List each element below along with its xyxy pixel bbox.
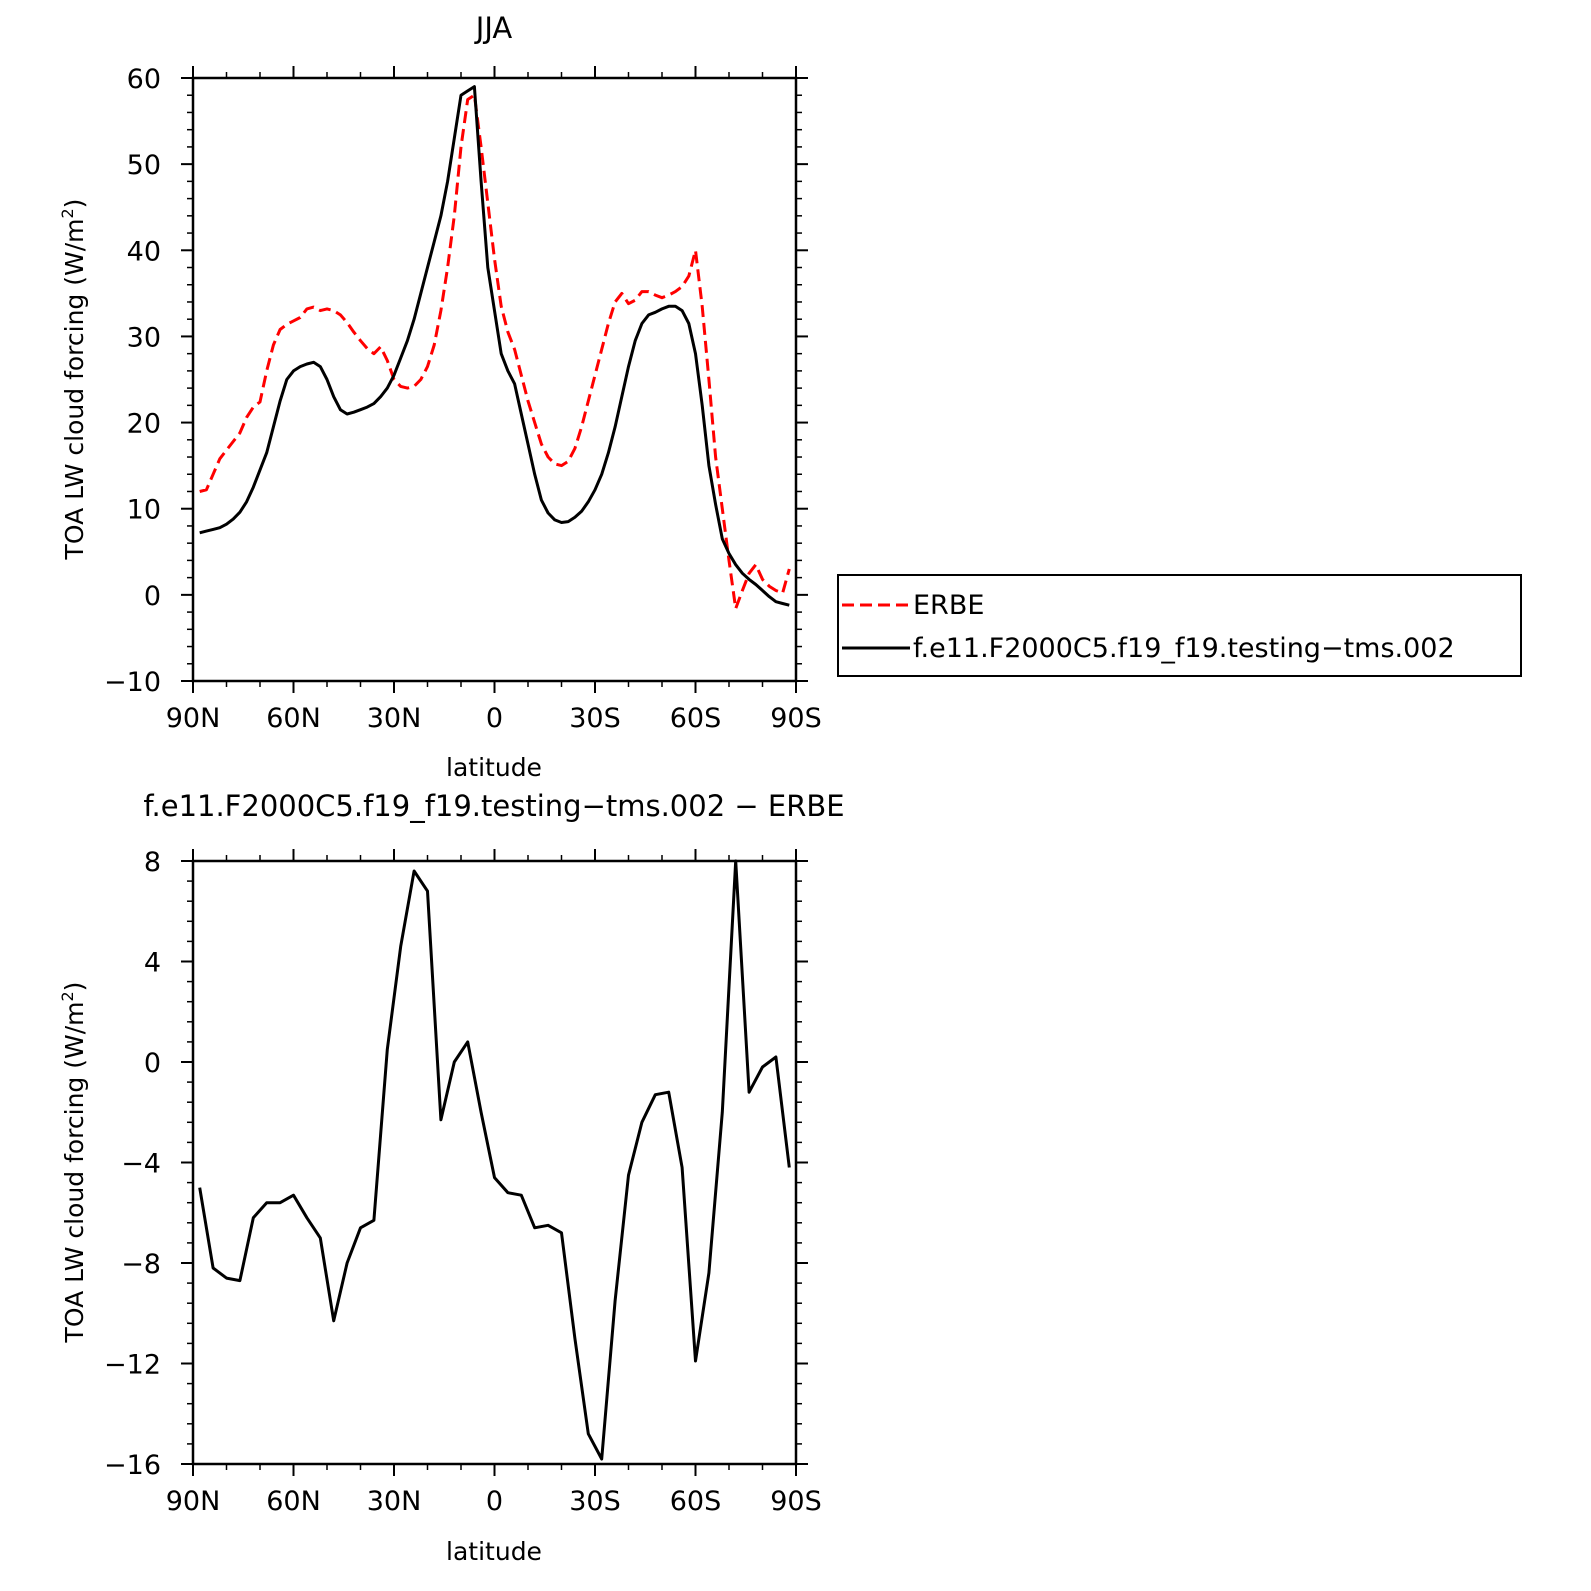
bot-x-tick-label: 30N — [367, 1486, 422, 1517]
top-x-axis-label: latitude — [446, 753, 542, 782]
bot-x-tick-label: 30S — [569, 1486, 621, 1517]
top-series-line-erbe — [199, 93, 791, 611]
top-chart-title: JJA — [474, 11, 513, 45]
bottom-y-axis-label-main: TOA LW cloud forcing (W/m — [60, 1002, 89, 1344]
top-x-tick-label: 0 — [486, 703, 503, 734]
top-series-line-model — [199, 85, 790, 607]
top-y-tick-label: 0 — [144, 581, 161, 612]
bottom-x-axis-label: latitude — [446, 1537, 542, 1566]
bot-x-tick-label: 0 — [486, 1486, 503, 1517]
top-y-tick-label: 10 — [127, 495, 161, 526]
top-x-tick-label: 90S — [770, 703, 822, 734]
top-x-tick-label: 60N — [266, 703, 321, 734]
top-x-tick-label: 90N — [166, 703, 221, 734]
bot-y-tick-label: −16 — [104, 1450, 161, 1481]
top-y-tick-label: 30 — [127, 322, 161, 353]
top-y-axis-label: TOA LW cloud forcing (W/m2) — [58, 199, 89, 561]
bot-x-tick-label: 60N — [266, 1486, 321, 1517]
bottom-series-lines — [198, 859, 791, 1461]
bot-x-tick-label: 60S — [670, 1486, 722, 1517]
bottom-y-axis-label: TOA LW cloud forcing (W/m2) — [58, 982, 89, 1344]
bottom-y-tick-labels: −16 −12 −8 −4 0 4 8 — [104, 847, 161, 1481]
top-y-axis-label-main: TOA LW cloud forcing (W/m — [60, 219, 89, 561]
top-y-tick-labels: −10 0 10 20 30 40 50 60 — [104, 64, 161, 698]
top-y-tick-label: −10 — [104, 667, 161, 698]
top-y-tick-label: 50 — [127, 150, 161, 181]
top-x-tick-label: 60S — [670, 703, 722, 734]
top-x-tick-label: 30N — [367, 703, 422, 734]
bottom-plot-frame — [191, 859, 798, 1466]
top-y-axis-label-sup: 2 — [58, 208, 77, 218]
bottom-chart-title: f.e11.F2000C5.f19_f19.testing−tms.002 − … — [143, 789, 844, 823]
bot-y-tick-label: −12 — [104, 1350, 161, 1381]
top-plot-frame — [191, 76, 798, 683]
legend-model-label: f.e11.F2000C5.f19_f19.testing−tms.002 — [913, 633, 1455, 664]
bottom-y-axis-label-tail: ) — [60, 982, 89, 992]
top-x-tick-labels: 90N 60N 30N 0 30S 60S 90S — [166, 703, 822, 734]
top-y-axis-label-tail: ) — [60, 199, 89, 209]
top-x-tick-label: 30S — [569, 703, 621, 734]
bot-y-tick-label: −4 — [121, 1149, 161, 1180]
top-tick-marks — [181, 66, 808, 693]
top-series-lines — [199, 85, 791, 611]
bottom-y-axis-label-sup: 2 — [58, 991, 77, 1001]
top-y-tick-label: 60 — [127, 64, 161, 95]
bot-y-tick-label: 8 — [144, 847, 161, 878]
bot-y-tick-label: 4 — [144, 948, 161, 979]
bot-y-tick-label: 0 — [144, 1048, 161, 1079]
bottom-x-tick-labels: 90N 60N 30N 0 30S 60S 90S — [166, 1486, 822, 1517]
top-y-tick-label: 40 — [127, 236, 161, 267]
bottom-tick-marks — [181, 849, 808, 1476]
bot-y-tick-label: −8 — [121, 1249, 161, 1280]
legend-erbe-label: ERBE — [913, 590, 984, 621]
legend-box — [837, 574, 1522, 677]
bot-series-line-model — [198, 859, 791, 1461]
top-y-tick-label: 20 — [127, 409, 161, 440]
bot-x-tick-label: 90S — [770, 1486, 822, 1517]
bot-x-tick-label: 90N — [166, 1486, 221, 1517]
